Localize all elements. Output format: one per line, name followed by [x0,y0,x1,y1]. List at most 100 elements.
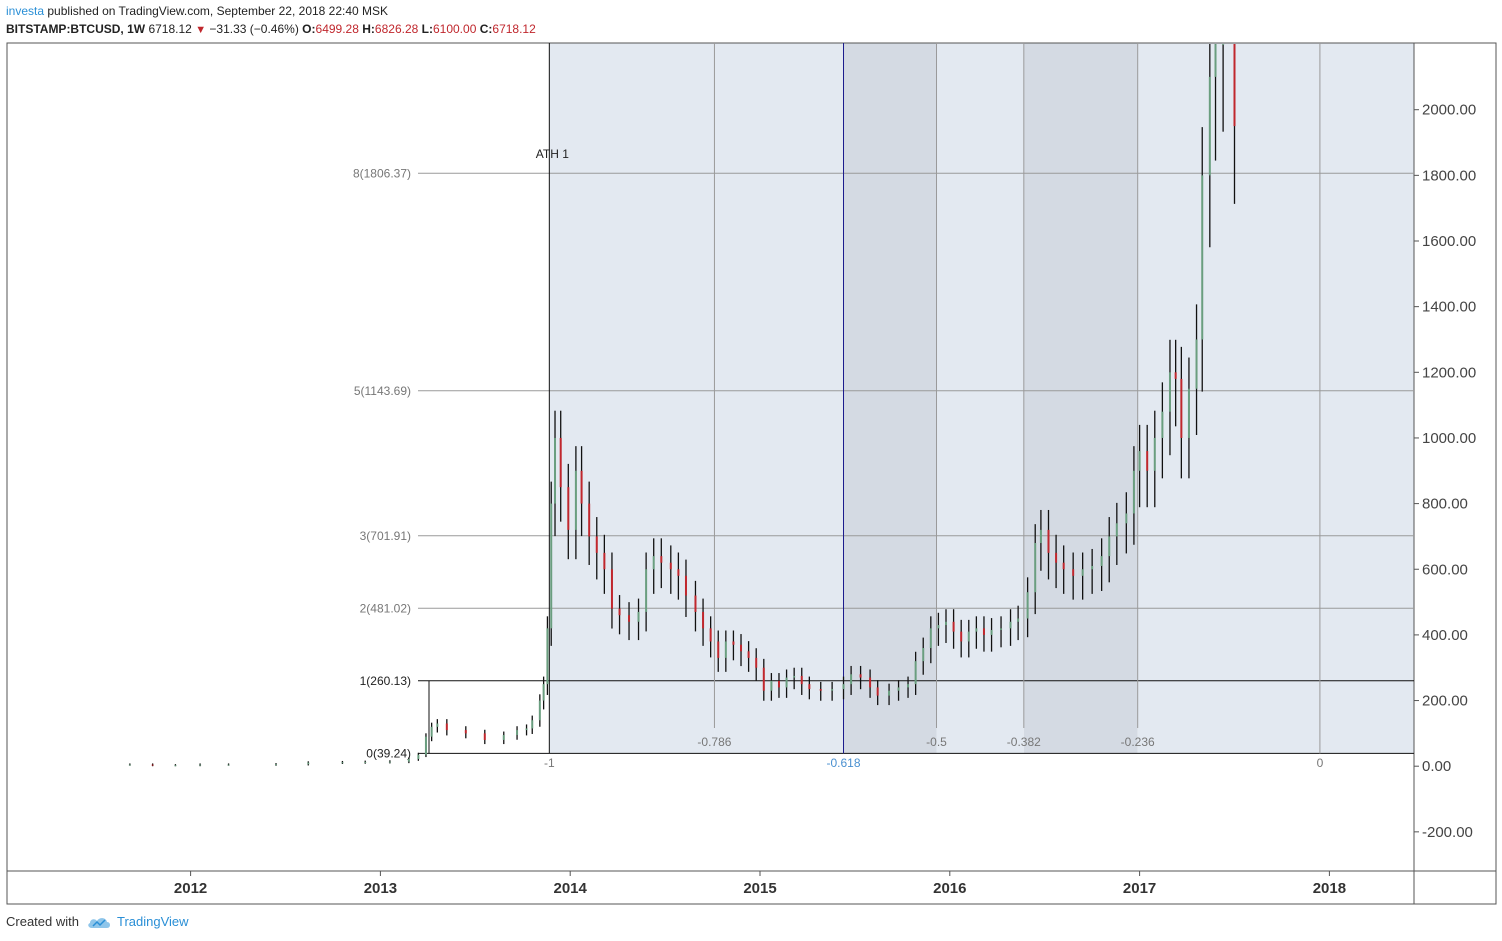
time-fib-label: -1 [544,756,555,770]
candle-body [785,677,788,688]
candle-body [1214,44,1217,77]
candle-body [762,667,765,691]
candle-body [1047,529,1050,553]
low-value: 6100.00 [432,22,477,36]
candle-body [677,569,680,576]
candle-body [341,762,344,764]
time-fib-label: -0.382 [1007,735,1041,749]
open-value: 6499.28 [315,22,359,36]
time-fib-label: -0.5 [926,735,947,749]
time-fib-zone [936,43,1024,754]
candle-body [842,684,845,690]
candle-body [588,503,591,537]
publish-line: investa published on TradingView.com, Se… [6,4,388,18]
x-tick-label: 2018 [1313,880,1346,897]
candle-body [525,728,528,731]
candle-body [747,651,750,658]
candle-body [1233,44,1236,127]
candle-body [628,615,631,622]
price-change: −31.33 (−0.46%) [209,22,299,36]
candle-body [595,536,598,553]
candle-body [1039,529,1042,543]
candle-body [618,608,621,616]
candle-body [990,629,993,635]
close-label: C: [479,22,493,36]
candle-body [580,470,583,504]
close-value: 6718.12 [492,22,536,36]
fib-level-label: 8(1806.37) [353,166,411,180]
candle-body [307,762,310,765]
candle-body [1180,378,1183,438]
time-fib-zone [549,43,715,754]
time-fib-zone [1137,43,1320,754]
candle-body [793,675,796,678]
high-value: 6826.28 [374,22,419,36]
x-tick-label: 2017 [1123,880,1156,897]
candle-body [546,628,549,685]
candle-body [1174,372,1177,379]
candle-body [1100,556,1103,566]
candle-body [1115,523,1118,537]
candle-body [876,687,879,696]
candle-body [717,641,720,658]
candle-body [1195,339,1198,389]
candle-body [967,631,970,642]
candle-body [1091,565,1094,570]
candle-body [275,764,278,766]
x-tick-label: 2014 [554,880,588,897]
candle-body [914,661,917,685]
tradingview-brand-link[interactable]: TradingView [116,914,189,929]
y-tick-label: 1600.00 [1422,233,1476,250]
time-fib-zone [843,43,937,754]
candle-body [1153,437,1156,471]
candle-body [819,689,822,691]
candle-body [1000,628,1003,630]
candle-body [464,730,467,734]
candle-body [740,644,743,652]
y-tick-label: 1800.00 [1422,167,1476,184]
symbol-label: BITSTAMP:BTCUSD, 1W [6,22,146,36]
candle-body [151,764,154,766]
created-with-text: Created with [6,914,79,929]
candle-body [516,730,519,736]
candle-body [417,754,420,759]
candle-body [1108,536,1111,557]
candle-body [897,687,900,691]
candle-body [1132,470,1135,514]
y-tick-label: 200.00 [1422,693,1468,710]
candle-body [952,621,955,632]
last-price: 6718.12 [148,22,192,36]
candle-body [603,552,606,570]
candle-body [436,723,439,727]
candle-body [808,684,811,690]
candle-body [1187,388,1190,438]
candle-body [1081,569,1084,576]
author-link[interactable]: investa [6,4,45,18]
y-tick-label: 0.00 [1422,758,1451,775]
candle-body [652,556,655,570]
candle-body [770,680,773,691]
candle-body [800,675,803,685]
candle-body [227,764,230,766]
candle-body [645,569,648,612]
fib-level-label: 2(481.02) [360,601,411,615]
candle-body [407,758,410,762]
candle-body [888,690,891,696]
candle-body [1208,76,1211,176]
x-tick-label: 2012 [174,880,207,897]
candle-body [1062,562,1065,570]
candle-body [1017,618,1020,622]
y-tick-label: 800.00 [1422,496,1468,513]
candle-body [531,720,534,729]
candle-body [388,761,391,763]
candle-body [859,674,862,678]
x-tick-label: 2016 [933,880,966,897]
candle-body [975,628,978,632]
fib-level-label: 1(260.13) [360,674,411,688]
candle-body [1168,372,1171,412]
high-label: H: [362,22,375,36]
candle-body [567,487,570,530]
candle-body [922,648,925,662]
candle-body [709,628,712,642]
